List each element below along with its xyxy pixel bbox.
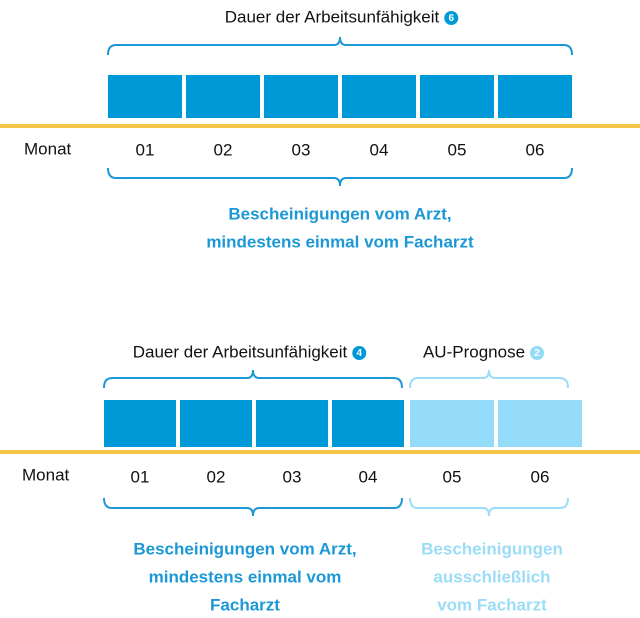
month-label: 04 [370,140,389,159]
prognosis-caption: Bescheinigungen [421,539,563,558]
month-label: 01 [131,467,150,486]
month-label: 02 [207,467,226,486]
month-label: 06 [526,140,545,159]
month-block [180,400,252,447]
brace [409,497,569,517]
section-title: Dauer der Arbeitsunfähigkeit [225,7,440,26]
month-label: 03 [283,467,302,486]
brace [409,369,569,389]
month-block [342,75,416,118]
badge [352,346,367,360]
caption: Bescheinigungen vom Arzt, [228,204,451,223]
axis-label: Monat [22,465,70,484]
timeline [0,124,640,128]
month-block [256,400,328,447]
badge [530,346,545,360]
section-title: Dauer der Arbeitsunfähigkeit [133,342,348,361]
caption: Bescheinigungen vom Arzt, [133,539,356,558]
month-block [498,400,582,447]
brace [107,167,573,187]
brace [107,36,573,56]
timeline [0,450,640,454]
month-label: 05 [443,467,462,486]
month-label: 03 [292,140,311,159]
month-block [498,75,572,118]
month-block [410,400,494,447]
brace [103,369,403,389]
month-label: 01 [136,140,155,159]
caption: mindestens einmal vom [149,567,342,586]
prognosis-caption: ausschließlich [433,567,550,586]
badge-number: 4 [356,348,362,359]
axis-label: Monat [24,139,72,158]
month-block [264,75,338,118]
badge-number: 6 [448,13,454,24]
month-label: 06 [531,467,550,486]
brace [103,497,403,517]
month-label: 05 [448,140,467,159]
month-block [332,400,404,447]
month-block [186,75,260,118]
badge [444,11,459,25]
prognosis-caption: vom Facharzt [437,595,547,614]
section-title: AU-Prognose [423,342,525,361]
month-label: 02 [214,140,233,159]
month-block [420,75,494,118]
month-block [108,75,182,118]
month-block [104,400,176,447]
caption: Facharzt [210,595,280,614]
month-label: 04 [359,467,378,486]
badge-number: 2 [534,348,540,359]
caption: mindestens einmal vom Facharzt [206,232,474,251]
